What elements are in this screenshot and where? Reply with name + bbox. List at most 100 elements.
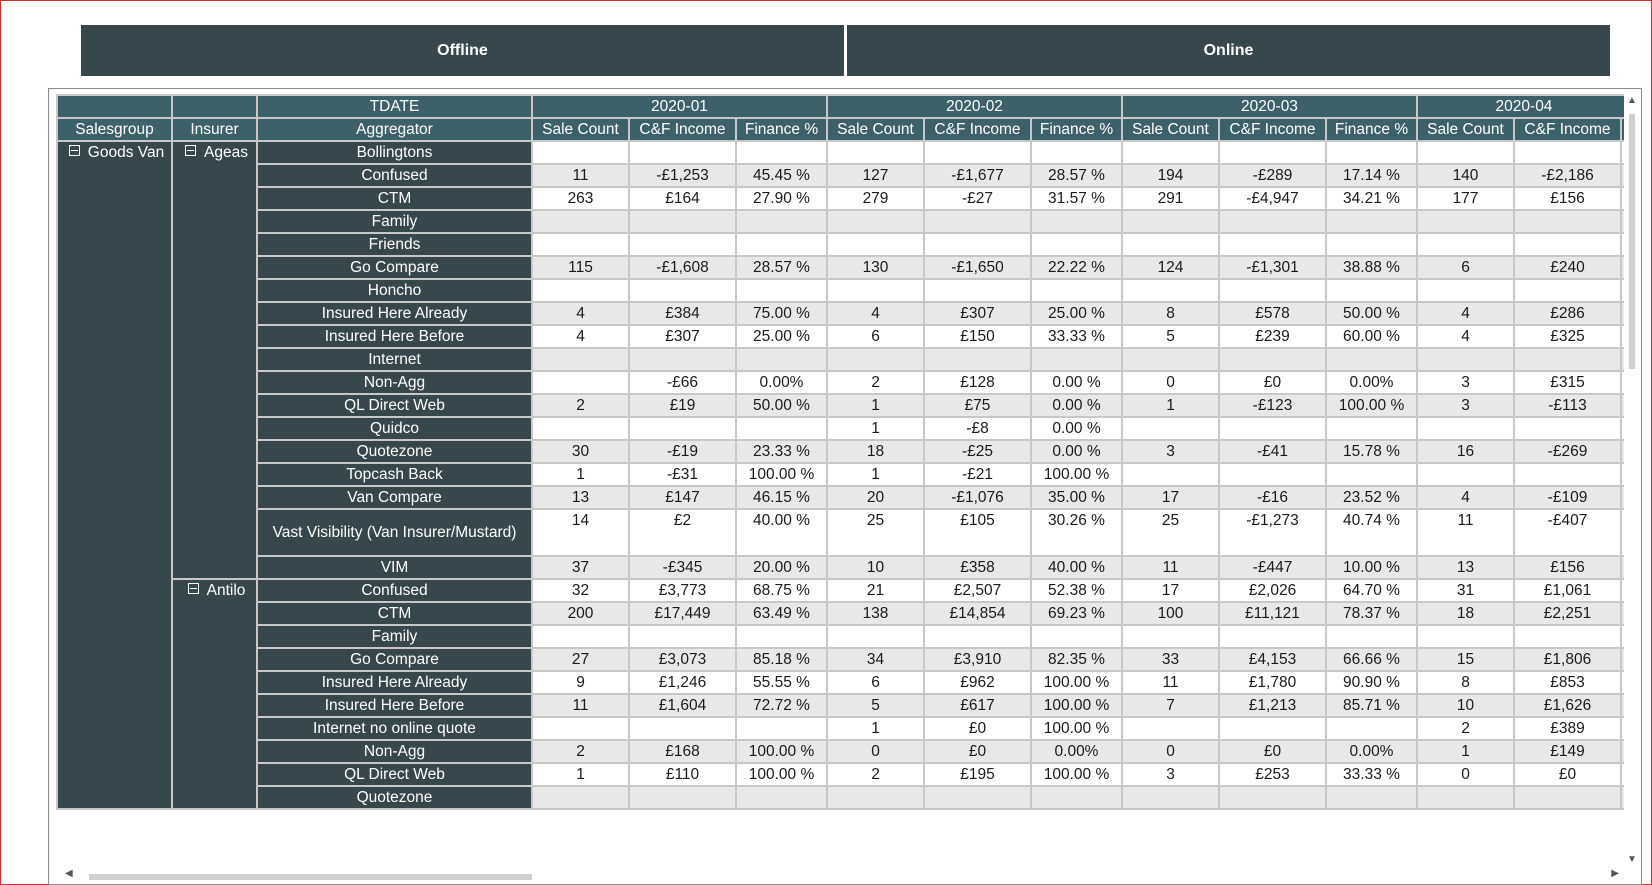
value-cell [531, 716, 630, 741]
value-cell [531, 347, 630, 372]
value-cell: £286 [1513, 301, 1622, 326]
value-cell: £2,251 [1513, 601, 1622, 626]
header-salesgroup[interactable]: Salesgroup [56, 117, 173, 142]
vertical-scroll-thumb[interactable] [1629, 114, 1635, 369]
vertical-scrollbar[interactable]: ▲ ▼ [1624, 89, 1641, 883]
value-cell: 100.00 % [1325, 393, 1418, 418]
scroll-up-icon[interactable]: ▲ [1627, 95, 1637, 106]
value-cell: 30 [531, 439, 630, 464]
value-cell [1416, 209, 1515, 234]
value-cell [1325, 347, 1418, 372]
tab-online[interactable]: Online [847, 25, 1610, 76]
value-cell [1121, 624, 1220, 649]
value-cell [1218, 209, 1327, 234]
header-sale-count[interactable]: Sale Count [531, 117, 630, 142]
table-row: Insured Here Before 11 £1,604 72.72 % 5 £617 1… [57, 693, 1632, 718]
value-cell: 50.00 % [735, 393, 828, 418]
header-cf-income[interactable]: C&F Income [628, 117, 737, 142]
value-cell: 0.00 % [1030, 370, 1123, 395]
value-cell [1030, 140, 1123, 165]
value-cell: 38.88 % [1325, 255, 1418, 280]
value-cell [826, 140, 925, 165]
table-row: Quotezone [57, 785, 1632, 810]
value-cell: £358 [923, 555, 1032, 580]
period-header[interactable]: 2020-01 [531, 94, 828, 119]
value-cell [1030, 278, 1123, 303]
value-cell: 4 [1416, 485, 1515, 510]
value-cell: -£66 [628, 370, 737, 395]
period-header[interactable]: 2020-02 [826, 94, 1123, 119]
value-cell: 40.00 % [1030, 555, 1123, 580]
value-cell: 4 [1416, 324, 1515, 349]
value-cell [1218, 716, 1327, 741]
aggregator-cell: CTM [256, 186, 533, 211]
value-cell: 18 [1416, 601, 1515, 626]
horizontal-scroll-thumb[interactable] [89, 874, 532, 880]
value-cell: -£1,076 [923, 485, 1032, 510]
value-cell: 40.74 % [1325, 508, 1418, 557]
value-cell: 82.35 % [1030, 647, 1123, 672]
period-header[interactable]: 2020-04 [1416, 94, 1632, 119]
tab-offline[interactable]: Offline [81, 25, 844, 76]
table-row: Internet no online quote 1 £0 100.00 % 2 £389 [57, 716, 1632, 741]
value-cell [826, 785, 925, 810]
value-cell [628, 209, 737, 234]
header-finance-pct[interactable]: Finance % [1325, 117, 1418, 142]
value-cell: £2,026 [1218, 578, 1327, 603]
period-header[interactable]: 2020-03 [1121, 94, 1418, 119]
header-cf-income[interactable]: C&F Income [923, 117, 1032, 142]
value-cell [628, 278, 737, 303]
header-cf-income[interactable]: C&F Income [1513, 117, 1622, 142]
value-cell: 18 [826, 439, 925, 464]
value-cell: 0.00% [1030, 739, 1123, 764]
header-blank [171, 94, 258, 119]
header-sale-count[interactable]: Sale Count [1416, 117, 1515, 142]
horizontal-scrollbar[interactable]: ◀ ▶ [49, 868, 1641, 884]
value-cell [1325, 785, 1418, 810]
value-cell [628, 624, 737, 649]
value-cell: £1,780 [1218, 670, 1327, 695]
collapse-icon[interactable] [68, 145, 80, 157]
value-cell: 100 [1121, 601, 1220, 626]
value-cell [1121, 785, 1220, 810]
value-cell [1218, 347, 1327, 372]
collapse-icon[interactable] [187, 583, 199, 595]
value-cell: £110 [628, 762, 737, 787]
value-cell [826, 624, 925, 649]
scroll-right-icon[interactable]: ▶ [1611, 868, 1619, 879]
value-cell: 21 [826, 578, 925, 603]
scroll-left-icon[interactable]: ◀ [65, 868, 73, 879]
value-cell: 27 [531, 647, 630, 672]
value-cell [1218, 624, 1327, 649]
value-cell: £2 [628, 508, 737, 557]
value-cell: £853 [1513, 670, 1622, 695]
header-sale-count[interactable]: Sale Count [826, 117, 925, 142]
aggregator-cell: Quidco [256, 416, 533, 441]
value-cell: 100.00 % [735, 739, 828, 764]
aggregator-cell: Go Compare [256, 255, 533, 280]
value-cell: 32 [531, 578, 630, 603]
header-finance-pct[interactable]: Finance % [735, 117, 828, 142]
value-cell: 25.00 % [1030, 301, 1123, 326]
value-cell [1325, 716, 1418, 741]
value-cell: £17,449 [628, 601, 737, 626]
value-cell [1416, 462, 1515, 487]
aggregator-cell: Insured Here Already [256, 670, 533, 695]
value-cell: 27.90 % [735, 186, 828, 211]
value-cell: 291 [1121, 186, 1220, 211]
aggregator-cell: QL Direct Web [256, 393, 533, 418]
scroll-down-icon[interactable]: ▼ [1627, 854, 1637, 865]
value-cell: 22.22 % [1030, 255, 1123, 280]
header-aggregator[interactable]: Aggregator [256, 117, 533, 142]
header-cf-income[interactable]: C&F Income [1218, 117, 1327, 142]
value-cell: £962 [923, 670, 1032, 695]
header-finance-pct[interactable]: Finance % [1030, 117, 1123, 142]
value-cell [531, 278, 630, 303]
header-sale-count[interactable]: Sale Count [1121, 117, 1220, 142]
value-cell: £315 [1513, 370, 1622, 395]
table-row: Internet [57, 347, 1632, 372]
header-insurer[interactable]: Insurer [171, 117, 258, 142]
value-cell: 17 [1121, 578, 1220, 603]
collapse-icon[interactable] [185, 145, 197, 157]
value-cell [1121, 347, 1220, 372]
